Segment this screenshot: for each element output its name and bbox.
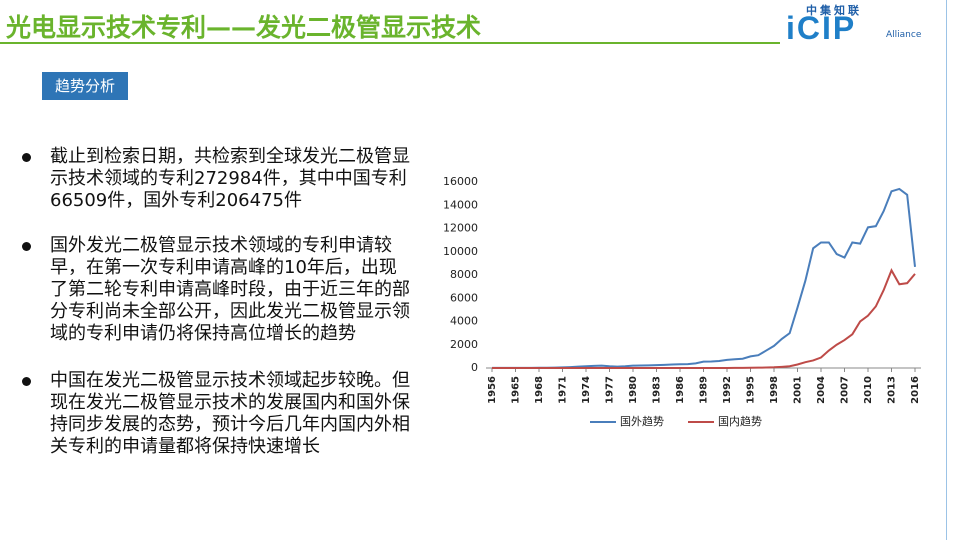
y-tick-label: 12000: [443, 222, 478, 235]
x-tick-label: 1980: [628, 376, 639, 404]
series-line: [492, 187, 916, 369]
x-tick-label: 1968: [534, 376, 545, 404]
x-tick-label: 2013: [887, 376, 898, 404]
x-tick-label: 2007: [840, 376, 851, 404]
x-tick-label: 1995: [746, 376, 757, 404]
x-tick-label: 2010: [863, 376, 874, 404]
logo-top: 中集知联: [806, 4, 862, 17]
logo: 中集知联 iCIP Alliance: [786, 2, 936, 46]
x-tick-label: 1965: [511, 376, 522, 404]
bullet-dot: [22, 242, 31, 251]
x-tick-label: 1998: [769, 376, 780, 404]
y-tick-label: 0: [471, 361, 478, 374]
x-tick-label: 1989: [699, 376, 710, 404]
edge-line: [946, 0, 947, 540]
x-tick-label: 1986: [675, 376, 686, 404]
y-tick-label: 10000: [443, 245, 478, 258]
x-tick-label: 1956: [487, 376, 498, 404]
legend-label: 国内趋势: [718, 414, 762, 428]
x-tick-label: 2004: [816, 376, 827, 404]
legend-label: 国外趋势: [620, 415, 664, 428]
y-tick-label: 6000: [450, 291, 478, 304]
bullet: 国外发光二极管显示技术领域的专利申请较早，在第一次专利申请高峰的10年后，出现了…: [50, 235, 410, 344]
y-tick-label: 4000: [450, 315, 478, 328]
y-tick-label: 2000: [450, 338, 478, 351]
bullet: 中国在发光二极管显示技术领域起步较晚。但现在发光二极管显示技术的发展国内和国外保…: [50, 370, 410, 457]
logo-main: iCIP: [786, 10, 857, 46]
x-tick-label: 2001: [793, 376, 804, 404]
logo-sub: Alliance: [886, 30, 922, 40]
y-tick-label: 8000: [450, 268, 478, 281]
x-tick-label: 1983: [652, 376, 663, 404]
section-tag: 趋势分析: [42, 72, 128, 100]
bullet-dot: [22, 377, 31, 386]
x-tick-label: 2016: [910, 376, 921, 404]
title: 光电显示技术专利——发光二极管显示技术: [6, 13, 482, 42]
x-tick-label: 1977: [605, 376, 616, 404]
x-tick-label: 1992: [722, 376, 733, 404]
title-rule: [0, 42, 780, 44]
y-tick-label: 16000: [443, 175, 478, 188]
series-line: [492, 268, 916, 369]
x-tick-label: 1971: [558, 376, 569, 404]
bullet-dot: [22, 153, 31, 162]
y-tick-label: 14000: [443, 198, 478, 211]
x-tick-label: 1974: [581, 376, 592, 404]
bullet: 截止到检索日期，共检索到全球发光二极管显示技术领域的专利272984件，其中中国…: [50, 146, 410, 211]
